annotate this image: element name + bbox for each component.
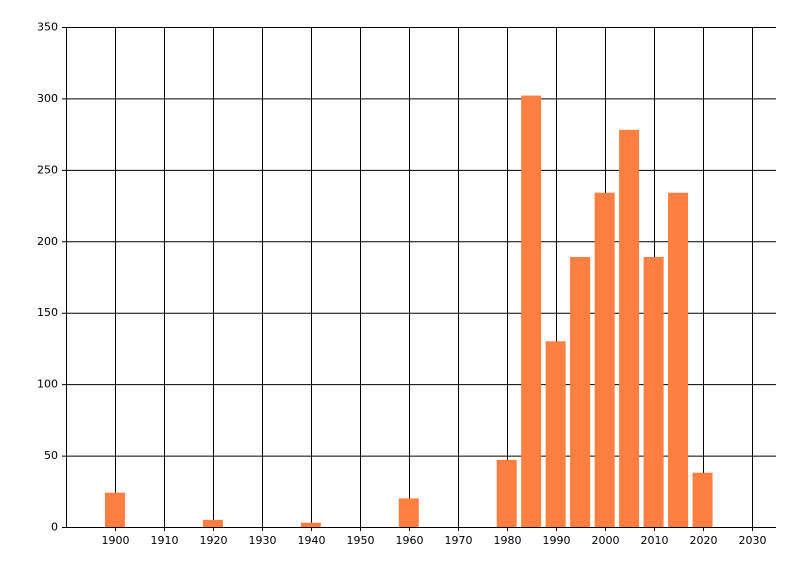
x-tick-label: 1940: [298, 534, 326, 547]
x-tick-label: 1950: [347, 534, 375, 547]
bar: [643, 257, 664, 527]
bar: [570, 257, 591, 527]
bar: [668, 192, 689, 527]
x-tick-label: 1970: [445, 534, 473, 547]
y-tick-label: 250: [37, 163, 58, 176]
x-tick-label: 1920: [200, 534, 228, 547]
y-tick-label: 200: [37, 235, 58, 248]
bar: [545, 341, 566, 527]
bar: [104, 492, 125, 527]
x-tick-label: 2000: [592, 534, 620, 547]
y-tick-label: 350: [37, 21, 58, 34]
y-tick-label: 300: [37, 92, 58, 105]
bar: [594, 192, 615, 527]
bar: [202, 519, 223, 527]
bar: [398, 498, 419, 527]
y-tick-label: 0: [51, 521, 58, 534]
bar: [619, 129, 640, 527]
x-tick-label: 1900: [102, 534, 130, 547]
bar: [496, 459, 517, 527]
x-tick-label: 1910: [151, 534, 179, 547]
x-tick-label: 1990: [543, 534, 571, 547]
x-tick-label: 1980: [494, 534, 522, 547]
x-tick-label: 1960: [396, 534, 424, 547]
x-tick-label: 2020: [690, 534, 718, 547]
x-tick-label: 1930: [249, 534, 277, 547]
x-tick-label: 2030: [739, 534, 767, 547]
bar: [300, 522, 321, 527]
bar: [521, 95, 542, 528]
x-tick-label: 2010: [641, 534, 669, 547]
y-tick-label: 50: [44, 449, 58, 462]
y-tick-label: 150: [37, 306, 58, 319]
bar: [692, 472, 713, 527]
y-tick-label: 100: [37, 378, 58, 391]
